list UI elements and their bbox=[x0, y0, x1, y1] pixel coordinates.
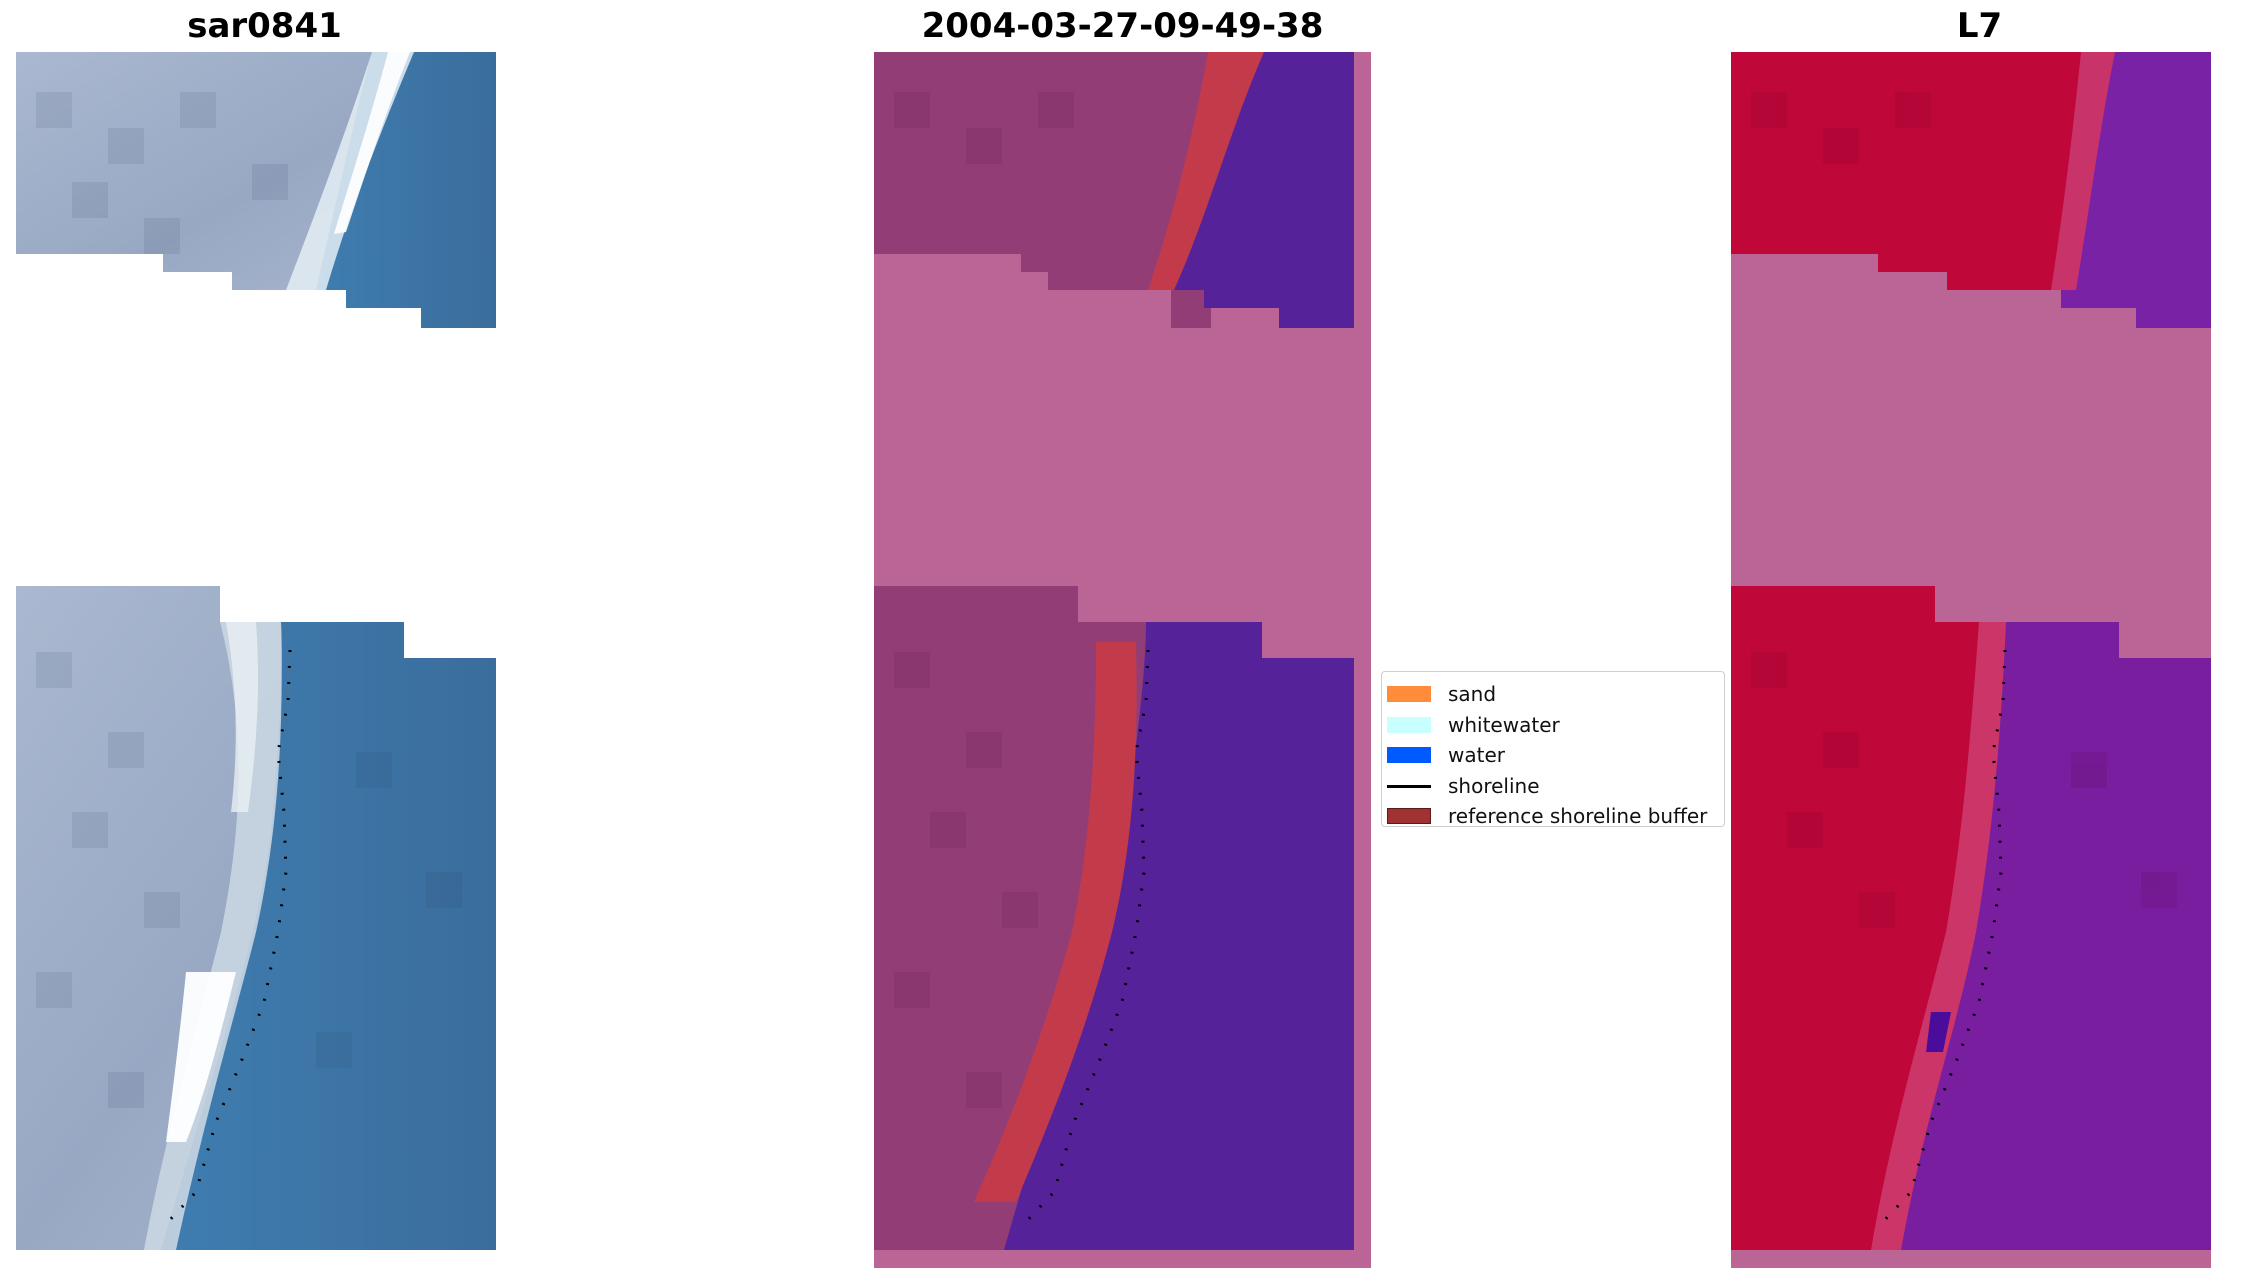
legend-label: shoreline bbox=[1448, 773, 1540, 798]
shoreline-line-icon bbox=[1387, 784, 1431, 788]
whitewater-swatch-icon bbox=[1387, 716, 1431, 733]
legend-item-whitewater: whitewater bbox=[1382, 710, 1724, 741]
sand-swatch-icon bbox=[1387, 686, 1431, 702]
water-swatch-icon bbox=[1387, 747, 1431, 763]
legend-item-water: water bbox=[1382, 740, 1724, 771]
buffer-swatch-icon bbox=[1387, 808, 1431, 824]
panel-title-classified: 2004-03-27-09-49-38 bbox=[921, 6, 1324, 46]
rgb-satellite-image bbox=[16, 52, 496, 1250]
legend-label: water bbox=[1448, 743, 1505, 767]
water-index-image bbox=[1731, 52, 2211, 1268]
legend: sand whitewater water shoreline referenc… bbox=[1381, 671, 1725, 828]
legend-label: sand bbox=[1448, 682, 1497, 706]
legend-item-sand: sand bbox=[1382, 679, 1724, 710]
legend-label: reference shoreline buffer bbox=[1448, 804, 1708, 828]
panel-title-index: L7 bbox=[1956, 6, 2003, 46]
legend-item-shoreline: shoreline bbox=[1382, 771, 1724, 802]
legend-label: whitewater bbox=[1448, 712, 1560, 737]
legend-item-reference-shoreline-buffer: reference shoreline buffer bbox=[1382, 801, 1724, 832]
classified-image bbox=[874, 52, 1371, 1268]
panel-title-rgb: sar0841 bbox=[187, 6, 342, 46]
